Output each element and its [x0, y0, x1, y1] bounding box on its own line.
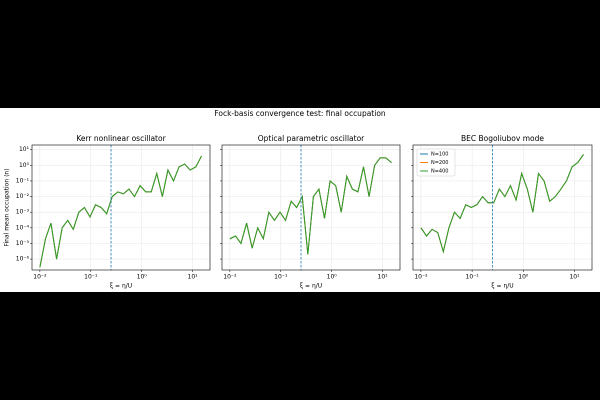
- legend-label: N=200: [431, 160, 448, 166]
- series-line: [39, 155, 202, 268]
- x-tick-label: 10⁻¹: [274, 274, 288, 281]
- x-tick-label: 10⁰: [137, 274, 148, 281]
- panel-title: Kerr nonlinear oscillator: [76, 134, 166, 143]
- panel-title: BEC Bogoliubov mode: [461, 134, 544, 143]
- x-tick-label: 10¹: [188, 274, 199, 281]
- y-tick-label: 10⁻⁵: [16, 240, 30, 247]
- series-line: [229, 157, 392, 255]
- suptitle: Fock-basis convergence test: final occup…: [214, 109, 386, 118]
- x-axis-label: ξ = η/U: [491, 283, 513, 290]
- y-tick-label: 10⁻²: [16, 193, 30, 200]
- plot-frame: [412, 144, 593, 271]
- x-tick-label: 10⁻²: [33, 274, 47, 281]
- x-tick-label: 10⁻²: [414, 274, 428, 281]
- x-tick-label: 10⁻¹: [466, 274, 480, 281]
- plot-frame: [221, 144, 401, 271]
- x-tick-label: 10¹: [378, 274, 389, 281]
- legend-box: [416, 148, 456, 177]
- y-tick-label: 10⁻³: [16, 209, 30, 216]
- x-tick-label: 10⁰: [518, 274, 529, 281]
- legend-label: N=100: [431, 152, 448, 158]
- y-tick-label: 10⁻¹: [16, 177, 30, 184]
- x-axis-label: ξ = η/U: [300, 283, 322, 290]
- legend-label: N=400: [431, 169, 448, 175]
- x-tick-label: 10⁻²: [223, 274, 237, 281]
- x-tick-label: 10⁻¹: [84, 274, 98, 281]
- y-axis-label: Final mean occupation ⟨n⟩: [4, 168, 11, 246]
- panel-title: Optical parametric oscillator: [258, 134, 365, 143]
- x-tick-label: 10⁰: [327, 274, 338, 281]
- y-tick-label: 10⁻⁴: [16, 224, 30, 231]
- y-tick-label: 10⁰: [19, 162, 30, 169]
- y-tick-label: 10⁻⁶: [16, 256, 30, 263]
- series-line: [420, 154, 584, 254]
- x-axis-label: ξ = η/U: [110, 283, 132, 290]
- x-tick-label: 10¹: [569, 274, 580, 281]
- plot-frame: [31, 144, 211, 271]
- y-tick-label: 10¹: [19, 146, 30, 153]
